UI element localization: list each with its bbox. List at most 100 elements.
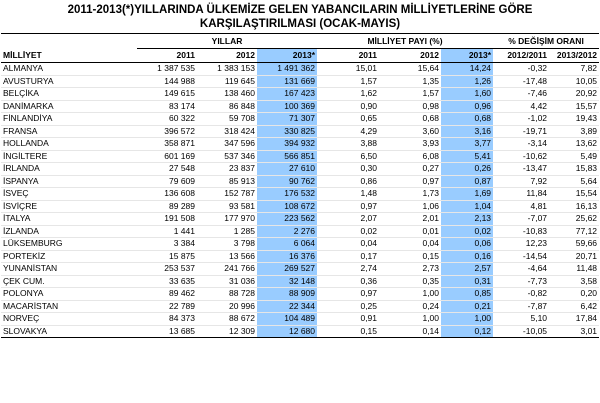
cell-share-2012: 3,60 — [379, 125, 442, 138]
table-row: NORVEÇ 84 373 88 672 104 489 0,91 1,00 1,00 5,1… — [1, 312, 600, 326]
column-header-row: MİLLİYET 2011 2012 2013* 2011 2012 2013*… — [1, 48, 600, 63]
cell-visitors-2011: 84 373 — [137, 312, 197, 326]
cell-nationality: PORTEKİZ — [1, 250, 137, 263]
cell-change-2013-2012: 0,20 — [549, 287, 600, 301]
nationality-comparison-table: YILLAR MİLLİYET PAYI (%) % DEĞİŞİM ORANI… — [1, 33, 600, 338]
cell-change-2012-2011: -14,54 — [493, 250, 550, 263]
cell-share-2013: 2,13 — [441, 212, 494, 226]
cell-change-2012-2011: 7,92 — [493, 175, 550, 188]
table-row: SLOVAKYA 13 685 12 309 12 680 0,15 0,14 0,12 -1… — [1, 325, 600, 338]
column-header-share-2013: 2013* — [441, 48, 494, 63]
cell-visitors-2011: 60 322 — [137, 112, 197, 126]
cell-share-2012: 0,04 — [379, 237, 442, 251]
cell-visitors-2012: 119 645 — [197, 75, 257, 88]
table-row: İSVİÇRE 89 289 93 581 108 672 0,97 1,06 1,04 4,… — [1, 200, 600, 213]
cell-visitors-2012: 1 285 — [197, 225, 257, 238]
table-row: İRLANDA 27 548 23 837 27 610 0,30 0,27 0,26 -13… — [1, 162, 600, 176]
cell-share-2013: 1,60 — [441, 87, 494, 101]
cell-change-2012-2011: -3,14 — [493, 137, 550, 151]
column-header-change-2012-2011: 2012/2011 — [493, 48, 550, 63]
group-header-share: MİLLİYET PAYI (%) — [317, 33, 494, 49]
cell-visitors-2013: 90 762 — [257, 175, 318, 188]
cell-visitors-2013: 330 825 — [257, 125, 318, 138]
cell-visitors-2013: 100 369 — [257, 100, 318, 113]
cell-change-2013-2012: 3,01 — [549, 325, 600, 338]
cell-change-2013-2012: 15,57 — [549, 100, 600, 113]
cell-change-2012-2011: -19,71 — [493, 125, 550, 138]
cell-visitors-2011: 3 384 — [137, 237, 197, 251]
cell-visitors-2013: 394 932 — [257, 137, 318, 151]
cell-nationality: FİNLANDİYA — [1, 112, 137, 126]
cell-nationality: BELÇİKA — [1, 87, 137, 101]
cell-nationality: İSPANYA — [1, 175, 137, 188]
cell-share-2012: 0,01 — [379, 225, 442, 238]
cell-share-2012: 0,68 — [379, 112, 442, 126]
cell-visitors-2011: 33 635 — [137, 275, 197, 288]
cell-share-2011: 4,29 — [317, 125, 380, 138]
cell-share-2013: 1,04 — [441, 200, 494, 213]
cell-share-2012: 1,35 — [379, 75, 442, 88]
cell-change-2013-2012: 3,58 — [549, 275, 600, 288]
cell-share-2012: 1,73 — [379, 187, 442, 201]
cell-share-2013: 0,87 — [441, 175, 494, 188]
group-header-years: YILLAR — [137, 33, 318, 49]
cell-change-2012-2011: -4,64 — [493, 262, 550, 276]
column-header-share-2012: 2012 — [379, 48, 442, 63]
table-row: İZLANDA 1 441 1 285 2 276 0,02 0,01 0,02 -10,83… — [1, 225, 600, 238]
table-row: HOLLANDA 358 871 347 596 394 932 3,88 3,93 3,7… — [1, 137, 600, 151]
cell-nationality: FRANSA — [1, 125, 137, 138]
cell-share-2012: 2,73 — [379, 262, 442, 276]
cell-share-2013: 0,16 — [441, 250, 494, 263]
cell-share-2011: 0,30 — [317, 162, 380, 176]
cell-share-2011: 2,07 — [317, 212, 380, 226]
table-row: FİNLANDİYA 60 322 59 708 71 307 0,65 0,68 0,68… — [1, 112, 600, 126]
cell-change-2013-2012: 25,62 — [549, 212, 600, 226]
cell-nationality: İZLANDA — [1, 225, 137, 238]
cell-change-2013-2012: 17,84 — [549, 312, 600, 326]
cell-visitors-2013: 566 851 — [257, 150, 318, 163]
table-row: ÇEK CUM. 33 635 31 036 32 148 0,36 0,35 0,31 -7… — [1, 275, 600, 288]
cell-visitors-2012: 318 424 — [197, 125, 257, 138]
cell-visitors-2012: 86 848 — [197, 100, 257, 113]
cell-nationality: POLONYA — [1, 287, 137, 301]
cell-visitors-2011: 253 537 — [137, 262, 197, 276]
cell-visitors-2012: 12 309 — [197, 325, 257, 338]
cell-change-2012-2011: 4,42 — [493, 100, 550, 113]
cell-visitors-2012: 85 913 — [197, 175, 257, 188]
cell-share-2011: 0,02 — [317, 225, 380, 238]
cell-share-2012: 0,24 — [379, 300, 442, 313]
cell-change-2012-2011: -0,82 — [493, 287, 550, 301]
cell-visitors-2013: 22 344 — [257, 300, 318, 313]
cell-share-2011: 0,25 — [317, 300, 380, 313]
cell-share-2013: 0,85 — [441, 287, 494, 301]
cell-change-2012-2011: -10,05 — [493, 325, 550, 338]
table-row: YUNANİSTAN 253 537 241 766 269 527 2,74 2,73 2… — [1, 262, 600, 276]
cell-visitors-2011: 358 871 — [137, 137, 197, 151]
cell-visitors-2012: 177 970 — [197, 212, 257, 226]
cell-share-2011: 0,04 — [317, 237, 380, 251]
cell-change-2012-2011: 11,84 — [493, 187, 550, 201]
cell-change-2013-2012: 15,83 — [549, 162, 600, 176]
table-row: DANİMARKA 83 174 86 848 100 369 0,90 0,98 0,96… — [1, 100, 600, 113]
cell-share-2012: 15,64 — [379, 62, 442, 76]
cell-share-2013: 2,57 — [441, 262, 494, 276]
table-row: İSVEÇ 136 608 152 787 176 532 1,48 1,73 1,69 11… — [1, 187, 600, 201]
table-row: LÜKSEMBURG 3 384 3 798 6 064 0,04 0,04 0,06 12,… — [1, 237, 600, 251]
cell-share-2011: 0,90 — [317, 100, 380, 113]
cell-visitors-2013: 12 680 — [257, 325, 318, 338]
cell-visitors-2012: 23 837 — [197, 162, 257, 176]
cell-change-2013-2012: 15,54 — [549, 187, 600, 201]
cell-nationality: ÇEK CUM. — [1, 275, 137, 288]
table-row: FRANSA 396 572 318 424 330 825 4,29 3,60 3,16-… — [1, 125, 600, 138]
cell-share-2013: 0,02 — [441, 225, 494, 238]
cell-share-2013: 0,31 — [441, 275, 494, 288]
table-row: İNGİLTERE 601 169 537 346 566 851 6,50 6,08 5,… — [1, 150, 600, 163]
cell-visitors-2013: 16 376 — [257, 250, 318, 263]
table-row: MACARİSTAN 22 789 20 996 22 344 0,25 0,24 0,21… — [1, 300, 600, 313]
group-header-change: % DEĞİŞİM ORANI — [493, 33, 600, 49]
cell-share-2011: 6,50 — [317, 150, 380, 163]
cell-change-2013-2012: 11,48 — [549, 262, 600, 276]
cell-visitors-2012: 152 787 — [197, 187, 257, 201]
cell-change-2013-2012: 16,13 — [549, 200, 600, 213]
cell-nationality: MACARİSTAN — [1, 300, 137, 313]
